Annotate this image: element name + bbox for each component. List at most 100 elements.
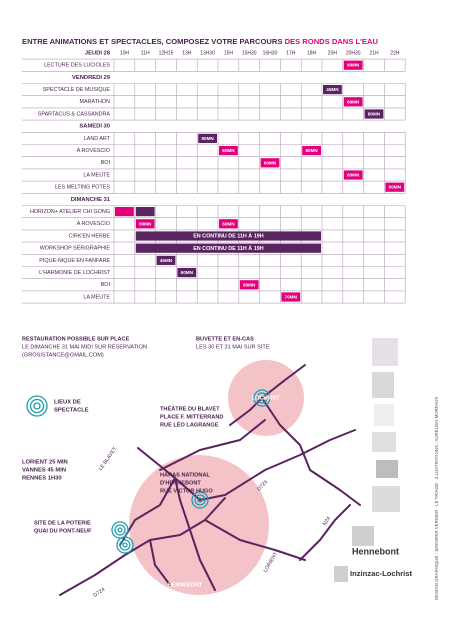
road [204, 519, 306, 561]
logo-text: Inzinzac-Lochrist [350, 569, 412, 578]
row-label: MARATHON [80, 99, 111, 105]
place-label: PLACE F. MITTERRAND [160, 414, 223, 420]
event-label: 60MN [264, 160, 277, 165]
event-block [364, 109, 384, 119]
row-label: LA MEUTE [83, 294, 110, 300]
event-label: 60MN [222, 148, 235, 153]
time-label: 13H [182, 50, 192, 56]
road [229, 364, 306, 426]
map: LIEUX DE SPECTACLE LOCHRIST THÉÂTRE DU B… [22, 360, 361, 599]
row-label: LA MEUTE [83, 172, 110, 178]
logo [372, 486, 400, 512]
event-label: 60MN [181, 270, 194, 275]
event-label: 80MN [368, 112, 381, 117]
event-label: 45MN [326, 87, 339, 92]
logo [334, 566, 348, 582]
road [261, 397, 361, 506]
logo [374, 404, 394, 426]
time-label: 11H [141, 50, 150, 56]
road [149, 539, 171, 586]
event-block [135, 207, 155, 217]
info-title: BUVETTE ET EN-CAS [196, 336, 254, 342]
event-label: 60MN [222, 221, 235, 226]
row-label: PIQUE-NIQUE EN FANFARE [39, 258, 110, 264]
event-label: 60MN [347, 99, 360, 104]
event-block [135, 231, 321, 241]
event-block [135, 243, 321, 253]
logo-text: Hennebont [352, 546, 399, 556]
time-label: 15H30 [242, 50, 257, 56]
road [174, 477, 216, 591]
credits: DESIGN GRAPHIQUE : JENNIFER VERDIER · LE… [434, 397, 439, 600]
event-label: 60MN [305, 148, 318, 153]
row-label: LES MELTING POTES [55, 185, 110, 191]
row-label: BOI [101, 160, 110, 166]
time-label: 16H30 [263, 50, 278, 56]
time-label: 18H [307, 50, 317, 56]
day-label: VENDREDI 29 [72, 75, 111, 81]
event-label: 90MN [201, 136, 214, 141]
place-label: RUE VICTOR HUGO [160, 488, 213, 494]
legend: LIEUX DE [54, 400, 81, 406]
event-block [343, 170, 363, 180]
distance: LORIENT 25 MIN [22, 460, 68, 466]
title-main: ENTRE ANIMATIONS ET SPECTACLES, COMPOSEZ… [22, 37, 282, 46]
event-block [239, 280, 259, 290]
time-label: 12H15 [159, 50, 174, 56]
event-label: 60MN [139, 221, 152, 226]
row-label: A ROVESCIO [77, 221, 110, 227]
place-label: QUAI DU PONT-NEUF [34, 528, 92, 534]
info-line: LE DIMANCHE 31 MAI MIDI SUR RÉSERVATION [22, 343, 147, 350]
event-label: EN CONTINU DE 11H À 19H [193, 245, 264, 252]
place-label: HENNEBONT [168, 582, 203, 588]
event-block [198, 133, 217, 143]
event-block [281, 292, 301, 302]
row-label: LECTURE DES LUCIOLES [44, 63, 110, 69]
event-label: 45MN [160, 258, 173, 263]
time-label: 20H30 [346, 50, 361, 56]
road-label: N24 [322, 516, 332, 527]
row-label: SPARTACUS & CASSANDRA [38, 111, 111, 117]
row-label: L'HARMONIE DE LOCHRIST [39, 270, 111, 276]
event-block [385, 182, 405, 192]
event-block [323, 85, 342, 95]
time-label: 17H [286, 50, 296, 56]
day-label: SAMEDI 30 [79, 124, 110, 130]
event-block [302, 146, 321, 156]
logo [376, 460, 398, 478]
road-label: LORIENT [263, 550, 280, 573]
time-label: 20H [328, 50, 338, 56]
event-block [343, 60, 363, 70]
row-label: CIRK'EN HERBE [69, 233, 111, 239]
event-label: 60MN [389, 185, 402, 190]
distance: RENNES 1H30 [22, 476, 62, 482]
road-label: D724 [92, 587, 106, 599]
row-label: SPECTACLE DE MUSIQUE [43, 87, 111, 93]
event-block [343, 97, 363, 107]
title-highlight: DES RONDS DANS L'EAU [285, 37, 379, 46]
event-block [219, 146, 238, 156]
place-label: THÉÂTRE DU BLAVET [160, 404, 220, 412]
event-label: 60MN [347, 63, 360, 68]
time-label: 21H [369, 50, 379, 56]
place-label: LOCHRIST [252, 395, 280, 401]
event-block [156, 255, 176, 265]
time-label: 15H [224, 50, 234, 56]
time-label: 22H [390, 50, 400, 56]
logo [372, 338, 398, 366]
road [159, 419, 266, 471]
row-label: HORIZON+ ATELIER CHI GONG [30, 209, 110, 215]
title: ENTRE ANIMATIONS ET SPECTACLES, COMPOSEZ… [22, 37, 378, 46]
place-label: SITE DE LA POTERIE [34, 520, 91, 526]
logo [372, 432, 396, 452]
row-label: WORKSHOP SÉRIGRAPHIE [40, 245, 111, 252]
road [299, 504, 351, 561]
row-label: A ROVESCIO [77, 148, 110, 154]
distance: VANNES 45 MIN [22, 468, 66, 474]
day-label: DIMANCHE 31 [71, 197, 111, 203]
event-label: EN CONTINU DE 11H À 19H [193, 233, 264, 240]
road-label: D724 [256, 479, 269, 492]
event-block [219, 219, 238, 229]
